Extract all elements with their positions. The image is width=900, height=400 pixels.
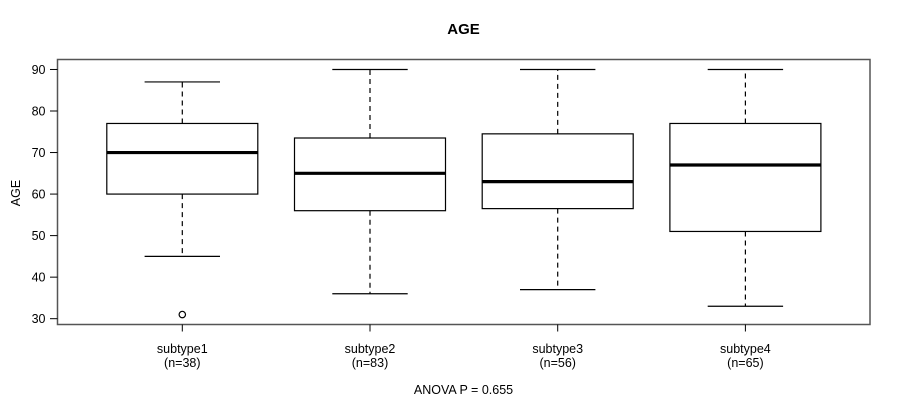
x-group-label: subtype3 [532, 342, 583, 356]
x-group-label: subtype1 [157, 342, 208, 356]
x-group-label: subtype4 [720, 342, 771, 356]
anova-p-label: ANOVA P = 0.655 [413, 383, 514, 397]
x-group-sublabel: (n=38) [164, 356, 200, 370]
y-tick-label: 90 [32, 63, 46, 77]
iqr-box [669, 122, 822, 233]
chart-title: AGE [447, 21, 480, 38]
y-tick-label: 30 [32, 312, 46, 326]
y-tick-label: 50 [32, 229, 46, 243]
y-tick-label: 70 [32, 146, 46, 160]
y-tick-label: 60 [32, 188, 46, 202]
outlier-point [178, 310, 187, 319]
x-group-sublabel: (n=83) [352, 356, 388, 370]
y-tick-label: 40 [32, 271, 46, 285]
y-tick-label: 80 [32, 105, 46, 119]
x-group-sublabel: (n=65) [727, 356, 763, 370]
x-group-sublabel: (n=56) [539, 356, 575, 370]
iqr-box [481, 133, 634, 210]
x-group-label: subtype2 [345, 342, 396, 356]
iqr-box [106, 122, 259, 195]
plot-border [56, 58, 871, 326]
